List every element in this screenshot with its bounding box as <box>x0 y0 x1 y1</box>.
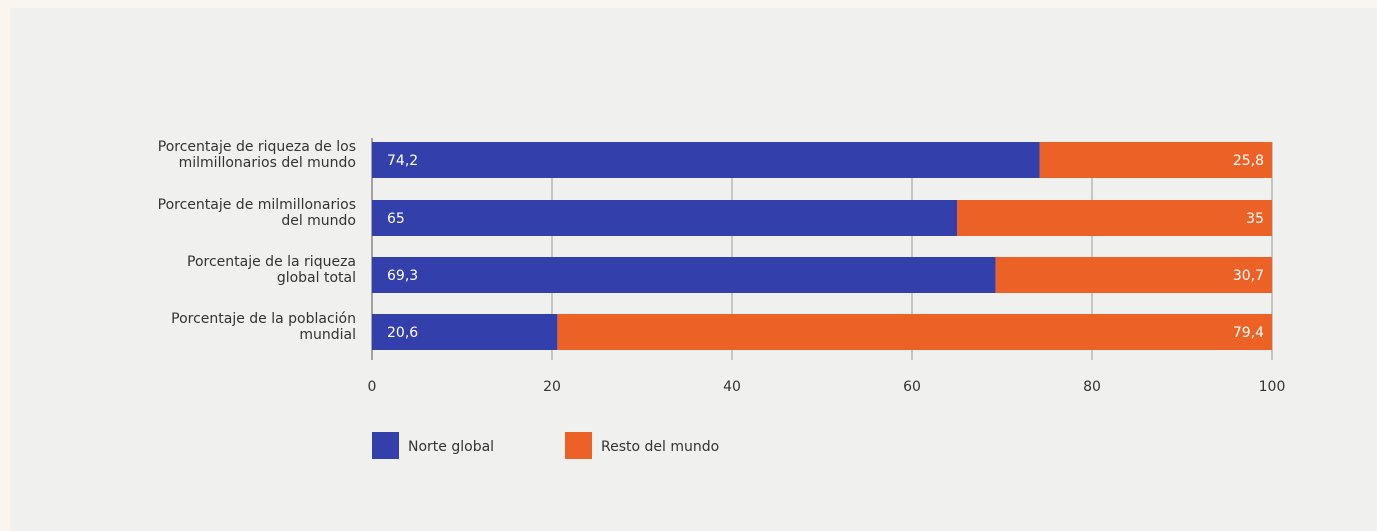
legend-swatch <box>372 432 399 459</box>
x-tick-label: 40 <box>723 379 741 395</box>
legend-label: Norte global <box>408 439 494 455</box>
bar-resto-del-mundo <box>1039 142 1272 178</box>
category-label: global total <box>277 270 356 286</box>
chart-panel: 74,2 25,8 Porcentaje de riqueza de los milm… <box>10 8 1377 531</box>
bar-value-label: 20,6 <box>387 325 418 341</box>
x-tick-label: 0 <box>368 379 377 395</box>
bar-value-label: 65 <box>387 211 405 227</box>
bar-value-label: 74,2 <box>387 153 418 169</box>
category-label: Porcentaje de milmillonarios <box>158 197 356 213</box>
bar-value-label: 25,8 <box>1233 153 1264 169</box>
x-tick-label: 60 <box>903 379 921 395</box>
category-label: milmillonarios del mundo <box>179 155 356 171</box>
bar-value-label: 69,3 <box>387 268 418 284</box>
x-tick-label: 20 <box>543 379 561 395</box>
bar-resto-del-mundo <box>557 314 1272 350</box>
bar-value-label: 79,4 <box>1233 325 1264 341</box>
bar-resto-del-mundo <box>957 200 1272 236</box>
bar-value-label: 30,7 <box>1233 268 1264 284</box>
legend-swatch <box>565 432 592 459</box>
bar-norte-global <box>372 257 996 293</box>
category-label: del mundo <box>281 213 356 229</box>
category-label: mundial <box>299 327 356 343</box>
bar-norte-global <box>372 200 957 236</box>
stacked-bar-chart: 74,2 25,8 Porcentaje de riqueza de losmilm… <box>158 138 1286 459</box>
bar-norte-global <box>372 142 1040 178</box>
x-tick-label: 80 <box>1083 379 1101 395</box>
bar-norte-global <box>372 314 558 350</box>
bar-resto-del-mundo <box>995 257 1272 293</box>
category-label: Porcentaje de la población <box>171 311 356 327</box>
category-label: Porcentaje de riqueza de los <box>158 139 356 155</box>
legend-label: Resto del mundo <box>601 439 719 455</box>
category-label: Porcentaje de la riqueza <box>187 254 356 270</box>
bar-value-label: 35 <box>1246 211 1264 227</box>
x-tick-label: 100 <box>1259 379 1286 395</box>
